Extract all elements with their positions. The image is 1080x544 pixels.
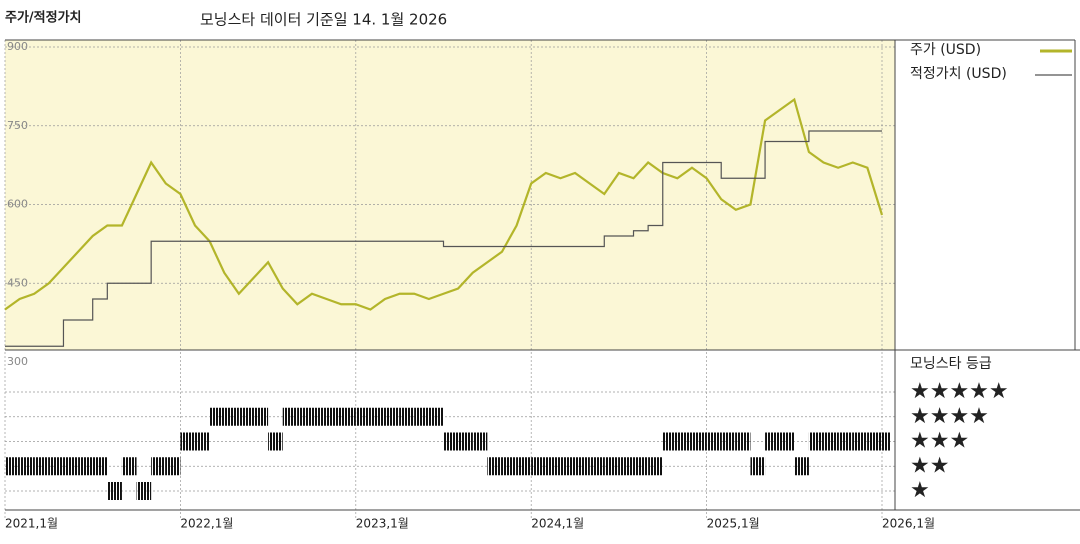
rating-bar	[224, 407, 239, 426]
grid: 300 450 600 750 900 2021,1월 2022,1월 2023,1월 2024…	[4, 40, 1072, 531]
rating-bar	[852, 432, 868, 451]
rating-bar	[648, 457, 663, 476]
series-line	[4, 97, 884, 311]
rating-bar	[531, 457, 546, 476]
rating-bar	[19, 457, 35, 476]
rating-bar	[721, 432, 736, 451]
legend-label: 적정가치 (USD)	[910, 66, 1007, 82]
rating-bar	[92, 457, 108, 476]
rating-bar	[34, 457, 49, 476]
rating-bar	[78, 457, 93, 476]
rating-bar	[414, 407, 429, 426]
y-tick-label: 750	[7, 119, 28, 132]
rating-bar	[838, 432, 853, 451]
y-tick-label: 300	[7, 355, 28, 368]
rating-bar	[385, 407, 400, 426]
rating-bar	[268, 432, 283, 451]
rating-bar	[808, 432, 824, 451]
rating-bar	[297, 407, 312, 426]
rating-bar	[165, 457, 181, 476]
rating-bar	[823, 432, 839, 451]
marks	[4, 97, 890, 500]
rating-bar	[311, 407, 327, 426]
rating-bar	[399, 407, 415, 426]
x-tick-label: 2024,1월	[531, 517, 584, 531]
y-tick-label: 900	[7, 40, 28, 53]
rating-bar	[238, 407, 254, 426]
y-tick-label: 600	[7, 198, 28, 211]
rating-bar	[662, 432, 678, 451]
rating-bar	[706, 432, 722, 451]
x-tick-label: 2023,1월	[356, 517, 409, 531]
rating-bar	[604, 457, 619, 476]
ratings-title: 모닝스타 등급	[910, 356, 992, 372]
rating-bar	[443, 432, 459, 451]
y-tick-label: 450	[7, 276, 28, 289]
rating-bar	[458, 432, 473, 451]
rating-label: ★★	[910, 453, 949, 478]
rating-bar	[253, 407, 269, 426]
rating-label: ★★★	[910, 429, 969, 454]
rating-bar	[121, 457, 137, 476]
rating-bar	[501, 457, 517, 476]
rating-bar	[779, 432, 795, 451]
rating-bar	[428, 407, 444, 426]
x-tick-label: 2021,1월	[5, 517, 58, 531]
rating-bar	[487, 457, 502, 476]
rating-bar	[735, 432, 751, 451]
legend-label: 주가 (USD)	[910, 42, 981, 58]
series-line	[5, 130, 882, 347]
rating-bar	[472, 432, 488, 451]
rating-bar	[560, 457, 576, 476]
rating-bar	[136, 482, 152, 500]
chart-title: 주가/적정가치	[5, 10, 82, 26]
rating-bar	[195, 432, 210, 451]
plot-background	[5, 40, 895, 350]
x-tick-label: 2022,1월	[180, 517, 233, 531]
rating-bar	[282, 407, 298, 426]
rating-bar	[589, 457, 605, 476]
rating-bar	[48, 457, 64, 476]
rating-bar	[633, 457, 649, 476]
rating-bar	[107, 482, 122, 500]
rating-bar	[867, 432, 882, 451]
rating-bar	[5, 457, 20, 476]
rating-bar	[677, 432, 692, 451]
rating-bar	[209, 407, 225, 426]
rating-bar	[355, 407, 371, 426]
rating-bar	[575, 457, 590, 476]
rating-bar	[180, 432, 196, 451]
rating-bar	[151, 457, 166, 476]
x-tick-label: 2026,1월	[882, 517, 935, 531]
x-tick-label: 2025,1월	[707, 517, 760, 531]
rating-label: ★	[910, 478, 930, 503]
rating-bar	[618, 457, 634, 476]
rating-bar	[341, 407, 356, 426]
rating-bar	[750, 457, 766, 476]
chart-subtitle: 모닝스타 데이터 기준일 14. 1월 2026	[200, 11, 447, 29]
rating-bar	[882, 432, 890, 451]
rating-bar	[516, 457, 532, 476]
rating-label: ★★★★★	[910, 379, 1009, 404]
rating-bar	[794, 457, 809, 476]
rating-bar	[370, 407, 386, 426]
rating-bar	[545, 457, 561, 476]
rating-bar	[765, 432, 780, 451]
rating-bar	[63, 457, 79, 476]
rating-bar	[691, 432, 707, 451]
rating-label: ★★★★	[910, 404, 989, 429]
rating-bar	[326, 407, 342, 426]
